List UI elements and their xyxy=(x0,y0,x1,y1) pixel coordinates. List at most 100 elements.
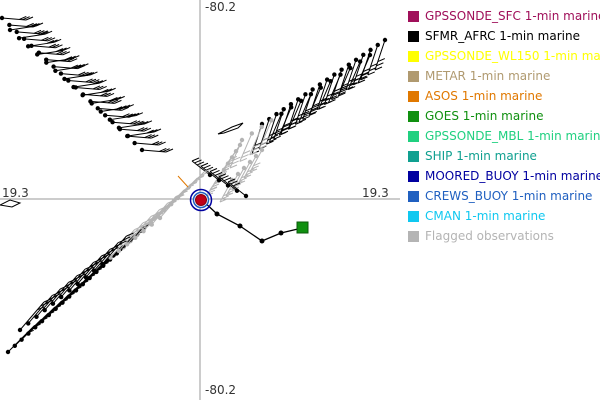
wind-barb xyxy=(36,50,71,56)
legend-item: SFMR_AFRC 1-min marine xyxy=(408,26,600,46)
legend-label: ASOS 1-min marine xyxy=(425,89,543,103)
wind-barb xyxy=(288,98,304,130)
coastline-outline xyxy=(217,122,244,135)
legend-swatch xyxy=(408,50,419,62)
track-point xyxy=(278,230,284,236)
wind-barb xyxy=(347,59,363,90)
wind-barb xyxy=(125,128,162,139)
wind-barb xyxy=(227,178,249,199)
observation-layer xyxy=(0,15,388,355)
wind-barb xyxy=(318,78,333,110)
legend-label: MOORED_BUOY 1-min marine xyxy=(425,169,600,183)
wind-barb xyxy=(53,63,89,73)
wind-barb xyxy=(357,52,373,84)
wind-barb xyxy=(5,322,42,355)
wind-barb xyxy=(62,71,98,82)
wind-barb xyxy=(268,111,284,143)
wind-barb xyxy=(7,22,44,33)
legend-swatch xyxy=(408,10,419,22)
legend-swatch xyxy=(408,210,419,222)
legend-item: GPSSONDE_MBL 1-min marine xyxy=(408,126,600,146)
legend: GPSSONDE_SFC 1-min marine SFMR_AFRC 1-min… xyxy=(408,6,600,246)
wind-barb xyxy=(80,87,116,98)
goes-observation-marker xyxy=(296,221,309,234)
wind-barb xyxy=(218,173,240,193)
wind-barb xyxy=(89,95,125,106)
wind-barb xyxy=(116,120,153,131)
wind-barb xyxy=(98,104,134,114)
storm-track xyxy=(201,199,303,242)
wind-barb xyxy=(367,42,380,76)
wind-barb xyxy=(132,140,166,146)
legend-item: MOORED_BUOY 1-min marine xyxy=(408,166,600,186)
wind-barb xyxy=(328,72,343,104)
wind-barb xyxy=(157,186,192,221)
wind-barb xyxy=(35,47,71,57)
legend-swatch xyxy=(408,130,419,142)
storm-center-marker xyxy=(195,194,207,206)
wind-barb xyxy=(265,111,279,145)
right-latitude-label: 19.3 xyxy=(362,186,389,200)
track-point xyxy=(214,211,220,217)
legend-label: GPSSONDE_WL150 1-min marine xyxy=(425,49,600,63)
wind-barb xyxy=(29,43,63,49)
legend-item: GOES 1-min marine xyxy=(408,106,600,126)
legend-item: METAR 1-min marine xyxy=(408,66,600,86)
legend-label: GOES 1-min marine xyxy=(425,109,544,123)
top-longitude-label: -80.2 xyxy=(205,0,237,14)
track-point xyxy=(237,223,243,229)
wind-barb xyxy=(107,112,144,122)
legend-swatch xyxy=(408,30,419,42)
wind-barb xyxy=(17,298,52,333)
wind-barb xyxy=(66,78,100,84)
legend-item: Flagged observations xyxy=(408,226,600,246)
legend-swatch xyxy=(408,170,419,182)
legend-swatch xyxy=(408,190,419,202)
observation-plot xyxy=(0,0,400,400)
legend-item: ASOS 1-min marine xyxy=(408,86,600,106)
wind-barb xyxy=(237,159,253,185)
legend-swatch xyxy=(408,110,419,122)
wind-barb xyxy=(345,57,359,91)
wind-barb xyxy=(309,82,323,115)
wind-barb xyxy=(139,147,174,153)
wind-barb xyxy=(44,55,80,65)
wind-barb xyxy=(278,105,294,136)
legend-label: METAR 1-min marine xyxy=(425,69,551,83)
wind-barb xyxy=(298,92,314,123)
legend-label: CREWS_BUOY 1-min marine xyxy=(425,189,593,203)
wind-barb xyxy=(308,85,323,117)
wind-barb xyxy=(71,79,107,90)
legend-item: GPSSONDE_WL150 1-min marine xyxy=(408,46,600,66)
track-point xyxy=(259,238,265,244)
orange-wind-barb xyxy=(177,175,189,188)
bottom-longitude-label: -80.2 xyxy=(205,383,237,397)
legend-item: CMAN 1-min marine xyxy=(408,206,600,226)
legend-swatch xyxy=(408,70,419,82)
legend-label: Flagged observations xyxy=(425,229,554,243)
wind-barb xyxy=(243,153,259,179)
legend-label: SFMR_AFRC 1-min marine xyxy=(425,29,580,43)
wind-barb xyxy=(374,37,388,71)
legend-swatch xyxy=(408,150,419,162)
legend-item: CREWS_BUOY 1-min marine xyxy=(408,186,600,206)
coastline-outline xyxy=(0,199,22,208)
wind-barb xyxy=(249,147,265,173)
left-latitude-label: 19.3 xyxy=(2,186,29,200)
legend-item: GPSSONDE_SFC 1-min marine xyxy=(408,6,600,26)
wind-barb xyxy=(287,97,301,130)
wind-barb xyxy=(259,118,274,149)
wind-barb xyxy=(110,120,144,125)
wind-barb xyxy=(25,38,62,49)
legend-label: SHIP 1-min marine xyxy=(425,149,537,163)
wind-barb xyxy=(249,124,264,156)
storm-center-ring xyxy=(189,188,213,212)
legend-swatch xyxy=(408,90,419,102)
legend-item: SHIP 1-min marine xyxy=(408,146,600,166)
wind-barb xyxy=(16,30,53,41)
legend-label: GPSSONDE_SFC 1-min marine xyxy=(425,9,600,23)
wind-barb xyxy=(239,131,255,162)
wind-barb xyxy=(337,65,353,97)
wind-barb xyxy=(58,265,93,300)
wind-barb xyxy=(0,15,34,21)
